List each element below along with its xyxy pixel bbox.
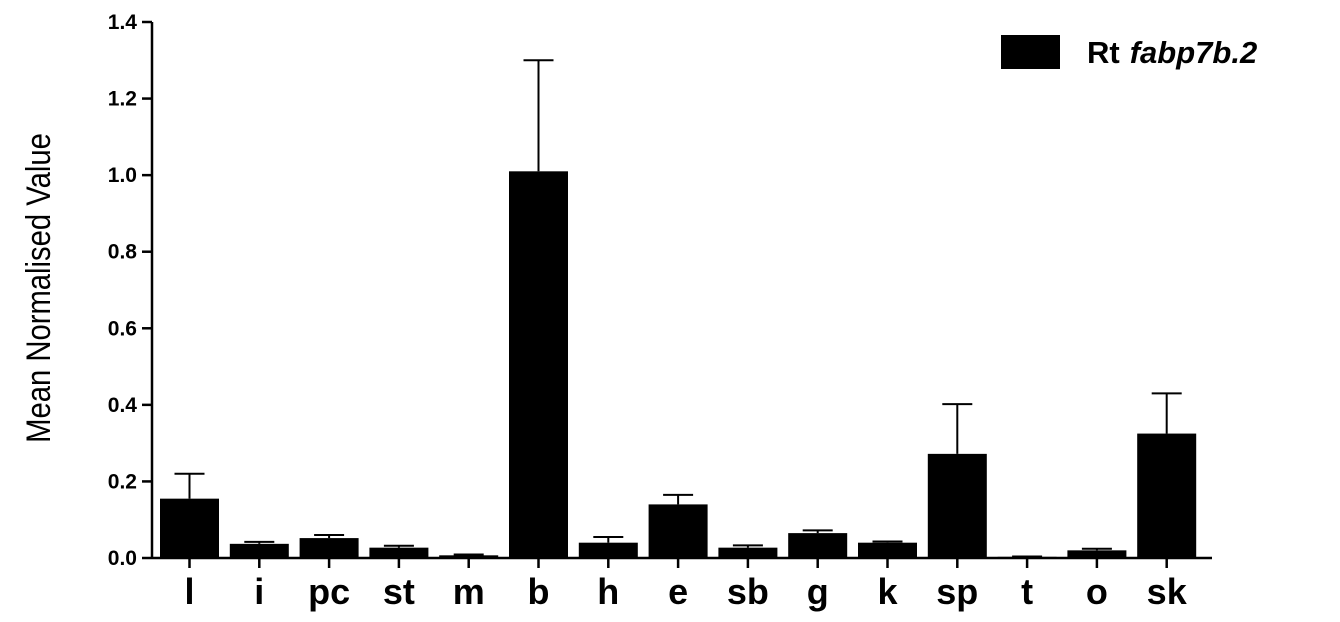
y-tick-label: 1.0	[108, 164, 137, 187]
x-category-label-i: i	[254, 571, 264, 612]
bar-i	[229, 543, 289, 558]
x-category-label-k: k	[877, 571, 898, 612]
y-tick-label: 0.8	[108, 241, 138, 264]
x-category-label-sb: sb	[727, 571, 769, 612]
x-category-labels: l i pc st m b h e sb g k sp t o sk	[184, 558, 1188, 612]
bar-g	[788, 533, 848, 558]
x-category-label-sp: sp	[936, 571, 978, 612]
bar-o	[1067, 550, 1127, 558]
legend-label-gene: fabp7b.2	[1130, 35, 1257, 70]
legend: Rt fabp7b.2	[1001, 35, 1257, 70]
y-ticks: 0.0 0.2 0.4 0.6 0.8 1.0 1.2 1.4	[108, 11, 152, 570]
bar-m	[439, 555, 499, 558]
x-category-label-g: g	[807, 571, 829, 612]
y-tick-label: 0.0	[108, 547, 137, 570]
bar-sb	[718, 547, 778, 558]
y-tick-label: 0.4	[108, 394, 138, 417]
bars-layer	[160, 59, 1197, 559]
x-category-label-e: e	[668, 571, 688, 612]
y-tick-label: 0.2	[108, 470, 137, 493]
bar-sp	[927, 453, 987, 558]
y-tick-label: 1.4	[108, 11, 138, 34]
x-category-label-t: t	[1021, 571, 1033, 612]
y-tick-label: 0.6	[108, 317, 137, 340]
x-category-label-sk: sk	[1147, 571, 1188, 612]
y-axis-title: Mean Normalised Value	[19, 133, 58, 443]
legend-swatch	[1001, 35, 1060, 69]
x-category-label-st: st	[383, 571, 415, 612]
x-category-label-o: o	[1086, 571, 1108, 612]
bar-st	[369, 547, 429, 558]
axes-layer	[150, 22, 1212, 560]
bar-b	[509, 171, 568, 559]
x-category-label-h: h	[597, 571, 619, 612]
bar-l	[160, 498, 219, 558]
legend-label-prefix: Rt	[1087, 35, 1120, 70]
bar-e	[648, 504, 708, 558]
x-category-label-l: l	[184, 571, 194, 612]
bar-k	[858, 542, 917, 558]
bar-h	[578, 542, 638, 558]
legend-label: Rt fabp7b.2	[1087, 35, 1257, 70]
x-category-label-m: m	[453, 571, 485, 612]
x-category-label-b: b	[528, 571, 550, 612]
bar-sk	[1137, 433, 1197, 558]
x-category-label-pc: pc	[308, 571, 350, 612]
y-tick-label: 1.2	[108, 88, 137, 111]
bar-pc	[299, 538, 359, 558]
